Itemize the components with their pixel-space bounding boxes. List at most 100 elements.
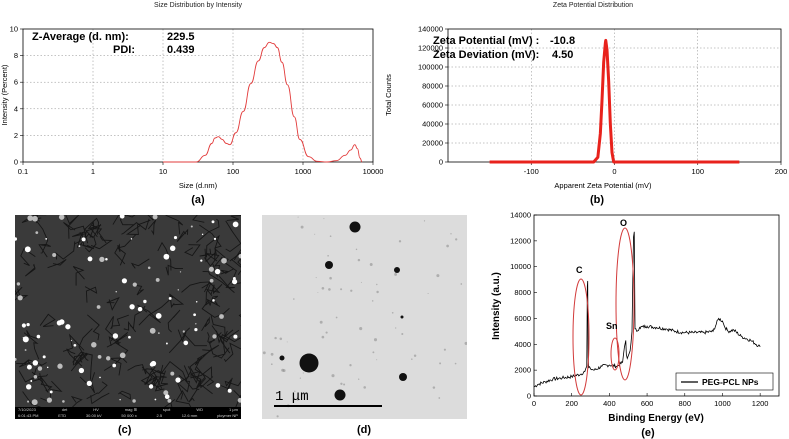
tem-speck [363,386,366,389]
sem-crack [184,244,201,257]
sem-crack [25,263,36,277]
sem-particle [26,384,32,390]
sem-info-cell: 30.00 kV [85,413,102,418]
tem-speck [321,286,325,290]
sem-crack [192,215,205,223]
sem-particle [35,231,39,234]
sem-particle [26,322,30,327]
sem-info-cell: HV [93,407,99,412]
tem-particle [325,261,333,269]
sem-crack [218,329,240,343]
tem-speck [294,390,296,393]
sem-info-bar: 7/10/2023 det HV mag ⊞ spot WD 1 μm 6:01:43 PM… [15,407,241,419]
sem-particle [78,245,81,247]
chart-e-ytick-label: 2000 [514,366,531,375]
sem-crack [34,215,47,220]
sem-info-row-1: 7/10/2023 det HV mag ⊞ spot WD 1 μm [15,407,241,413]
tem-speck [319,320,323,324]
sem-crack [16,359,31,368]
sem-particle [148,384,154,389]
sem-crack [223,342,241,363]
sem-crack [112,215,136,225]
tem-speck [270,352,274,356]
sem-crack [147,219,157,236]
tem-speck [315,277,317,279]
chart-e-xtick-label: 0 [532,399,536,408]
sem-crack [210,283,223,295]
sem-particle [15,357,17,361]
sem-particle [232,221,239,228]
chart-a-intensity-line [163,41,363,163]
sem-crack [229,251,241,275]
sn-peak-marker [610,337,620,371]
legend-label: PEG-PCL NPs [702,377,759,387]
sem-crack [164,399,176,407]
sem-crack [224,258,237,278]
tem-speck [262,351,266,355]
sem-particle [170,371,175,376]
chart-a-plot-frame [22,28,374,163]
zeta-potential-chart: Zeta Potential Distribution -100 0 100 200 … [385,2,787,206]
chart-a-xtick-label: 1000 [295,167,312,176]
sem-particle [32,360,39,366]
sem-crack [201,299,230,318]
c-peak-marker [572,278,590,396]
chart-e-xtick-label: 1000 [714,399,731,408]
sem-info-row-2: 6:01:43 PM ETD 30.00 kV 50 000 x 2.5 12.6 mm p… [15,413,241,419]
sem-crack [206,234,226,259]
sem-particle [149,327,156,334]
sem-info-cell: ploymer NP [217,413,238,418]
sn-peak-label: Sn [606,321,618,331]
chart-b-y-ticks: 0 20000 40000 60000 80000 100000 120000 140000 [418,25,448,167]
sem-particle [209,278,214,283]
sem-crack [74,224,99,245]
sem-particle [238,253,241,259]
sem-crack [220,268,235,275]
chart-a-y-ticks: 0 2 4 6 8 10 [10,25,23,167]
chart-a-xtick-label: 1 [91,167,95,176]
sem-particle [32,215,38,222]
chart-b-ytick-label: 60000 [422,101,443,110]
panel-label-c: (c) [118,424,132,436]
sem-crack [218,275,235,289]
tem-speck [460,283,463,285]
sem-info-cell: mag ⊞ [124,407,137,412]
sem-particle [106,356,111,361]
sem-crack [90,236,113,250]
tem-speck [279,337,283,341]
chart-a-annotation-label-1: Z-Average (d. nm): [32,31,129,43]
chart-a-xlabel: Size (d.nm) [179,181,218,190]
sem-crack [147,215,154,221]
sem-crack [219,377,233,391]
chart-a-ytick-label: 8 [14,51,18,60]
tem-speck [438,397,441,399]
tem-speck [427,292,429,295]
sem-info-cell: WD [196,407,204,412]
sem-crack [33,217,49,254]
xps-spectrum-chart: 0 200 400 600 800 1000 1200 0 2000 4000 6000 8000 1… [491,211,780,439]
sem-crack [202,270,235,293]
sem-particle [21,323,26,328]
chart-b-annotation-value-2: 4.50 [552,49,573,61]
sem-crack [204,248,216,263]
tem-speck [358,378,360,380]
chart-e-legend: PEG-PCL NPs [675,372,774,391]
panel-label-e: (e) [641,427,655,439]
size-distribution-chart: Size Distribution by Intensity 0.1 1 10 100… [0,2,383,206]
c-peak-label: C [576,265,583,275]
sem-particle [132,282,137,287]
sem-particle [58,215,65,220]
o-peak-marker [615,227,635,381]
sem-crack [177,365,190,400]
chart-e-y-ticks: 0 2000 4000 6000 8000 10000 12000 14000 [510,211,537,401]
chart-e-ytick-label: 6000 [514,314,531,323]
chart-b-annotation-label-2: Zeta Deviation (mV): [433,49,539,61]
chart-e-plot-frame [533,214,780,397]
sem-particle [31,399,38,406]
sem-crack [87,314,100,341]
sem-crack [181,281,213,293]
sem-info-cell: spot [162,407,171,412]
sem-particle [105,258,108,261]
sem-particle [163,253,170,260]
sem-particle [215,383,221,388]
